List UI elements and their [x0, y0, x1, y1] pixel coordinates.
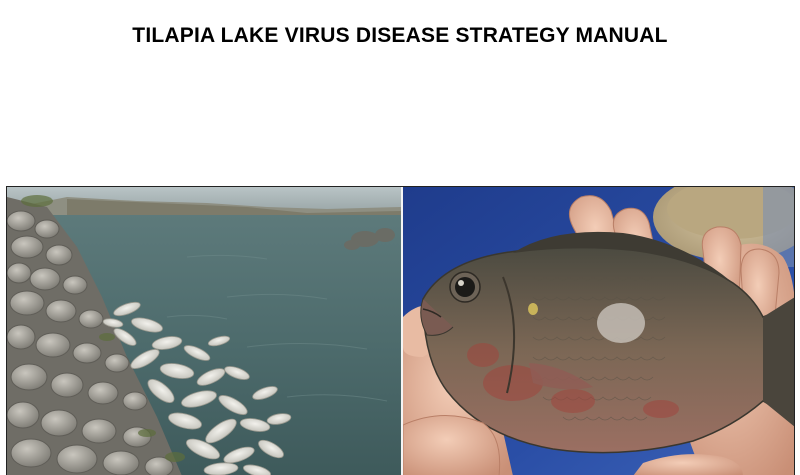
page-title: TILAPIA LAKE VIRUS DISEASE STRATEGY MANU… [0, 24, 800, 48]
lakeshore-illustration [7, 187, 401, 475]
tilapia-in-hand-photo [403, 187, 795, 475]
lakeshore-dead-fish-photo [7, 187, 401, 475]
tilapia-illustration [403, 187, 795, 475]
cover-photo-panel [6, 186, 795, 475]
